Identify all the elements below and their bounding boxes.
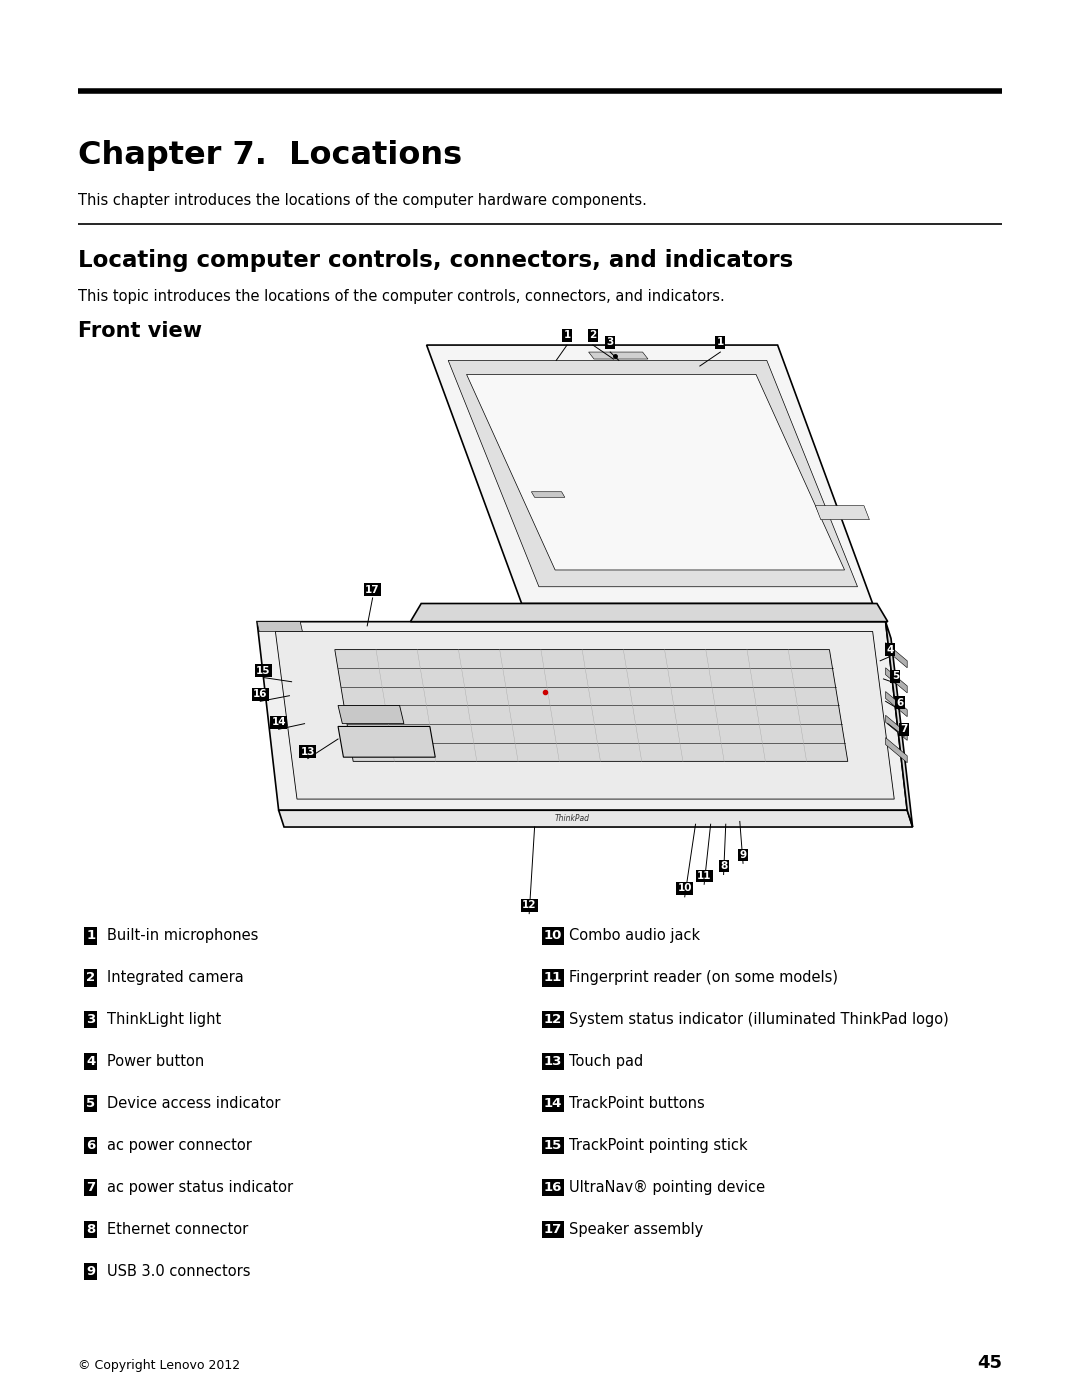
Polygon shape [427, 345, 873, 604]
Text: 8: 8 [720, 861, 727, 872]
Text: 15: 15 [256, 665, 271, 676]
Text: 6: 6 [896, 697, 903, 708]
Text: 2: 2 [86, 971, 95, 985]
Text: 10: 10 [677, 883, 692, 894]
Text: Touch pad: Touch pad [569, 1055, 644, 1069]
Text: © Copyright Lenovo 2012: © Copyright Lenovo 2012 [78, 1359, 240, 1372]
Text: UltraNav® pointing device: UltraNav® pointing device [569, 1180, 766, 1194]
Text: 1: 1 [564, 330, 570, 341]
Text: 1: 1 [717, 337, 724, 348]
Polygon shape [886, 692, 907, 717]
Text: Combo audio jack: Combo audio jack [569, 929, 700, 943]
Text: Locating computer controls, connectors, and indicators: Locating computer controls, connectors, … [78, 249, 793, 271]
Polygon shape [589, 352, 648, 359]
Text: 15: 15 [544, 1139, 562, 1153]
Polygon shape [815, 506, 869, 520]
Polygon shape [410, 604, 888, 622]
Text: 4: 4 [86, 1055, 95, 1069]
Text: Device access indicator: Device access indicator [107, 1097, 281, 1111]
Text: 16: 16 [543, 1180, 563, 1194]
Text: 5: 5 [892, 671, 899, 682]
Text: 2: 2 [590, 330, 596, 341]
Text: ac power status indicator: ac power status indicator [107, 1180, 293, 1194]
Text: Integrated camera: Integrated camera [107, 971, 244, 985]
Text: Chapter 7.  Locations: Chapter 7. Locations [78, 140, 462, 170]
Text: 3: 3 [607, 337, 613, 348]
Text: Power button: Power button [107, 1055, 204, 1069]
Text: 1: 1 [86, 929, 95, 943]
Text: 3: 3 [86, 1013, 95, 1027]
Polygon shape [338, 726, 435, 757]
Text: Fingerprint reader (on some models): Fingerprint reader (on some models) [569, 971, 838, 985]
Text: 13: 13 [300, 746, 315, 757]
Text: 7: 7 [901, 724, 907, 735]
Text: ThinkLight light: ThinkLight light [107, 1013, 221, 1027]
Polygon shape [886, 643, 907, 668]
Text: USB 3.0 connectors: USB 3.0 connectors [107, 1264, 251, 1278]
Text: 6: 6 [86, 1139, 95, 1153]
Text: 13: 13 [543, 1055, 563, 1069]
Text: Built-in microphones: Built-in microphones [107, 929, 258, 943]
Text: 45: 45 [977, 1354, 1002, 1372]
Text: 4: 4 [887, 644, 893, 655]
Text: Ethernet connector: Ethernet connector [107, 1222, 248, 1236]
Text: 12: 12 [522, 900, 537, 911]
Text: 16: 16 [253, 689, 268, 700]
Text: 9: 9 [86, 1264, 95, 1278]
Text: ThinkPad: ThinkPad [555, 814, 590, 823]
Polygon shape [257, 622, 302, 631]
Text: ac power connector: ac power connector [107, 1139, 252, 1153]
Text: 5: 5 [86, 1097, 95, 1111]
Text: 10: 10 [543, 929, 563, 943]
Polygon shape [886, 738, 907, 763]
Text: 17: 17 [365, 584, 380, 595]
Polygon shape [338, 705, 404, 724]
Polygon shape [531, 492, 565, 497]
Text: This chapter introduces the locations of the computer hardware components.: This chapter introduces the locations of… [78, 193, 647, 208]
Text: 12: 12 [544, 1013, 562, 1027]
Polygon shape [467, 374, 845, 570]
Text: Front view: Front view [78, 321, 202, 341]
Text: This topic introduces the locations of the computer controls, connectors, and in: This topic introduces the locations of t… [78, 289, 725, 305]
Text: 11: 11 [544, 971, 562, 985]
Polygon shape [886, 622, 913, 827]
Text: Speaker assembly: Speaker assembly [569, 1222, 703, 1236]
Text: 14: 14 [543, 1097, 563, 1111]
Text: 17: 17 [544, 1222, 562, 1236]
Polygon shape [886, 668, 907, 693]
Text: 9: 9 [740, 849, 746, 861]
Polygon shape [335, 650, 848, 761]
Text: 7: 7 [86, 1180, 95, 1194]
Polygon shape [279, 810, 913, 827]
Polygon shape [448, 360, 858, 587]
Text: TrackPoint buttons: TrackPoint buttons [569, 1097, 705, 1111]
Text: 8: 8 [86, 1222, 95, 1236]
Text: System status indicator (illuminated ThinkPad logo): System status indicator (illuminated Thi… [569, 1013, 949, 1027]
Text: 11: 11 [697, 870, 712, 882]
Text: 14: 14 [271, 717, 286, 728]
Polygon shape [886, 715, 907, 740]
Polygon shape [257, 622, 907, 810]
Text: TrackPoint pointing stick: TrackPoint pointing stick [569, 1139, 747, 1153]
Polygon shape [275, 631, 894, 799]
